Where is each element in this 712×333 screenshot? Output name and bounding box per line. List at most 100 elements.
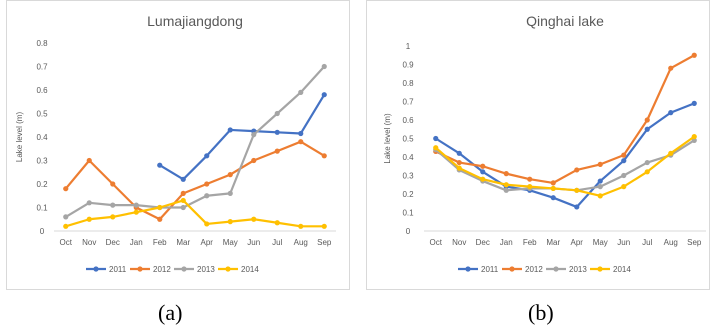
data-point-b-2012-mar: [550, 180, 556, 186]
y-tick-label-b: 0.3: [402, 172, 414, 181]
data-point-a-2013-apr: [204, 193, 210, 199]
data-point-a-2014-oct: [63, 223, 69, 229]
data-point-a-2012-nov: [86, 157, 92, 164]
x-tick-label-b-may: May: [593, 238, 608, 247]
data-point-a-2014-may: [227, 219, 233, 225]
x-tick-label-b-nov: Nov: [452, 238, 466, 247]
data-point-a-2014-mar: [180, 197, 186, 204]
data-point-b-2012-aug: [668, 65, 674, 71]
legend-label-b-2011: 2011: [481, 265, 499, 274]
legend-label-a-2011: 2011: [109, 265, 127, 274]
data-point-a-2011-mar: [180, 176, 186, 182]
data-point-b-2014-aug: [668, 150, 674, 156]
data-point-b-2014-jun: [621, 184, 627, 190]
data-point-a-2014-jun: [251, 216, 257, 222]
data-point-a-2012-may: [227, 172, 233, 178]
data-point-a-2011-jul: [274, 129, 280, 135]
y-tick-label-a: 0.6: [36, 86, 48, 95]
legend-swatch-marker: [465, 266, 471, 272]
legend-item-a-2013: 2013: [174, 265, 215, 274]
x-tick-label-a-jul: Jul: [272, 238, 282, 247]
x-tick-label-a-jun: Jun: [247, 238, 260, 247]
series-a-2012: [63, 139, 327, 222]
series-b-2012: [433, 52, 697, 186]
data-point-b-2012-apr: [574, 167, 580, 173]
data-point-a-2011-may: [227, 127, 233, 133]
legend-item-b-2013: 2013: [546, 265, 587, 274]
legend-swatch-marker: [93, 266, 99, 272]
y-tick-label-b: 0.9: [402, 61, 414, 70]
data-point-a-2011-aug: [298, 130, 304, 137]
legend-label-a-2012: 2012: [153, 265, 171, 274]
x-tick-label-b-jun: Jun: [617, 238, 630, 247]
data-point-b-2012-may: [597, 161, 603, 167]
data-point-b-2014-sep: [691, 134, 697, 140]
data-point-a-2012-aug: [298, 139, 304, 145]
data-point-a-2013-nov: [86, 200, 92, 206]
data-point-a-2012-apr: [204, 181, 210, 187]
data-point-b-2014-feb: [527, 184, 533, 190]
data-point-a-2013-aug: [298, 89, 304, 95]
y-tick-label-a: 0: [40, 227, 45, 236]
legend-label-a-2013: 2013: [197, 265, 215, 274]
data-point-b-2012-sep: [691, 52, 697, 58]
series-line-b-2011: [434, 102, 696, 209]
y-axis-label-a: Lake level (m): [15, 112, 24, 163]
data-point-b-2013-jul: [644, 159, 650, 166]
y-tick-label-a: 0.8: [36, 39, 48, 48]
x-tick-label-b-mar: Mar: [546, 238, 560, 247]
data-point-b-2014-apr: [574, 187, 580, 193]
data-point-b-2014-jul: [644, 169, 650, 175]
data-point-a-2013-sep: [321, 63, 327, 70]
data-point-a-2014-sep: [321, 223, 327, 229]
data-point-a-2013-jun: [251, 132, 257, 138]
legend-swatch-marker: [181, 266, 187, 272]
y-tick-label-b: 0.1: [402, 209, 414, 218]
series-a-2014: [63, 197, 327, 229]
data-point-b-2011-dec: [480, 169, 486, 175]
data-point-a-2014-jan: [133, 209, 139, 215]
legend-item-b-2011: 2011: [458, 265, 499, 274]
x-tick-label-b-jul: Jul: [642, 238, 652, 247]
legend-label-b-2013: 2013: [569, 265, 587, 274]
series-b-2014: [433, 134, 697, 199]
data-point-b-2014-may: [597, 193, 603, 199]
data-point-a-2012-dec: [110, 181, 116, 187]
caption-a: (a): [158, 300, 183, 325]
legend-label-a-2014: 2014: [241, 265, 259, 274]
x-tick-label-b-dec: Dec: [476, 238, 490, 247]
series-line-a-2013: [64, 65, 326, 218]
data-point-b-2012-dec: [480, 163, 486, 169]
data-point-b-2013-may: [597, 184, 603, 190]
chart-frame-b: [366, 0, 710, 290]
chart-qinghai-lake: Qinghai lake Lake level (m) 0 0.1 0.2 0.3 0.4 0…: [383, 13, 706, 274]
data-point-b-2014-nov: [456, 165, 462, 171]
data-point-a-2013-oct: [63, 214, 69, 220]
x-tick-label-a-oct: Oct: [60, 238, 73, 247]
legend-swatch-marker: [225, 266, 231, 272]
series-line-b-2012: [434, 54, 696, 184]
data-point-a-2014-feb: [157, 204, 163, 211]
data-point-a-2012-oct: [63, 186, 69, 192]
data-point-a-2012-sep: [321, 153, 327, 159]
data-point-b-2012-jun: [621, 152, 627, 158]
data-point-b-2011-apr: [574, 204, 580, 210]
data-point-a-2014-dec: [110, 214, 116, 220]
data-point-b-2013-sep: [691, 137, 697, 143]
series-line-a-2012: [64, 140, 326, 221]
y-tick-label-b: 0.8: [402, 79, 414, 88]
data-point-a-2012-mar: [180, 190, 186, 196]
y-tick-label-a: 0.2: [36, 180, 48, 189]
legend-item-b-2014: 2014: [590, 265, 631, 274]
data-point-b-2013-jun: [621, 172, 627, 179]
x-tick-label-a-sep: Sep: [317, 238, 332, 247]
data-point-b-2011-may: [597, 178, 603, 184]
data-point-b-2012-nov: [456, 159, 462, 166]
x-tick-label-b-oct: Oct: [430, 238, 443, 247]
data-point-a-2013-dec: [110, 202, 116, 208]
data-point-a-2013-jul: [274, 110, 280, 117]
chart-frame-a: [6, 0, 350, 290]
data-point-b-2011-oct: [433, 135, 439, 142]
y-tick-label-b: 1: [406, 42, 411, 51]
y-tick-label-b: 0: [406, 227, 411, 236]
